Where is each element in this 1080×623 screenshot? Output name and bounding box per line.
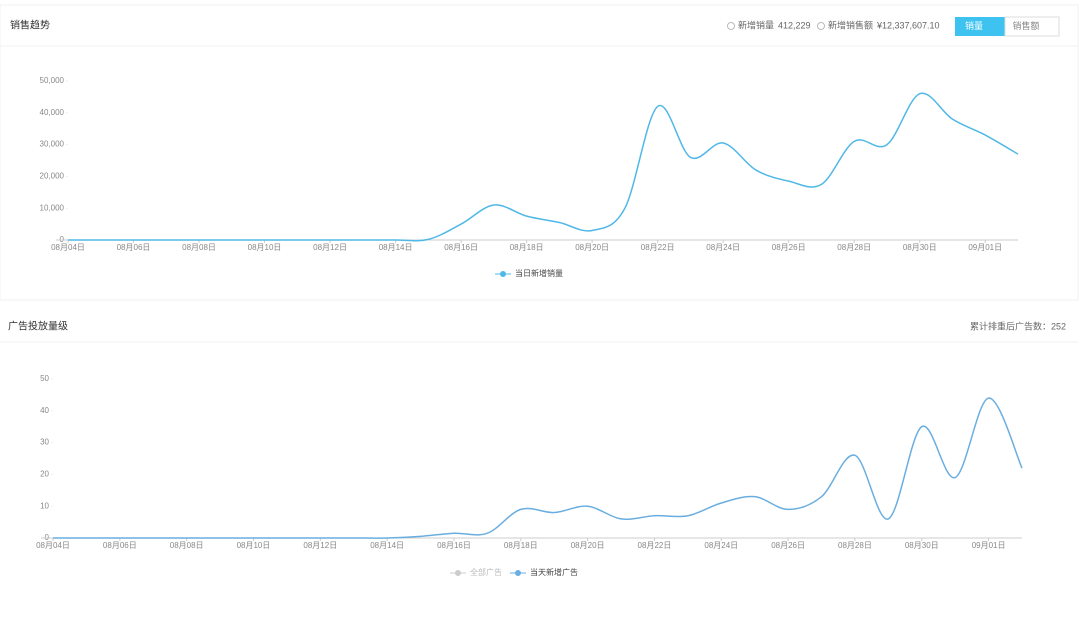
button-label[interactable]: 销量: [965, 20, 983, 31]
y-tick-label: 10: [40, 501, 49, 510]
x-tick-label: 08月30日: [903, 243, 937, 252]
panel: [0, 4, 1079, 301]
icon: [817, 22, 825, 30]
x-tick-label: 08月04日: [36, 541, 70, 550]
x-tick-label: 08月24日: [704, 541, 738, 550]
legend-label[interactable]: 当天新增广告: [530, 567, 578, 577]
y-tick-label: 40: [40, 406, 49, 415]
stat-label: 新增销售额: [828, 19, 873, 30]
x-tick-label: 08月14日: [370, 541, 404, 550]
x-tick-label: 08月12日: [313, 243, 347, 252]
line: [53, 397, 1023, 539]
legend-label[interactable]: 当日新增销量: [515, 268, 563, 278]
x-tick-label: 08月26日: [772, 243, 806, 252]
x-tick-label: 08月12日: [303, 541, 337, 550]
x-tick-label: 08月10日: [237, 541, 271, 550]
stat-value: 412,229: [778, 20, 811, 30]
y-tick-label: 30: [40, 438, 49, 447]
legend-label[interactable]: 全部广告: [470, 567, 502, 577]
y-tick-label: 20: [40, 470, 49, 479]
x-tick-label: 08月14日: [379, 243, 413, 252]
x-tick-label: 08月24日: [706, 243, 740, 252]
x-tick-label: 08月06日: [117, 243, 151, 252]
x-tick-label: 08月28日: [837, 243, 871, 252]
x-tick-label: 08月10日: [248, 243, 282, 252]
y-tick-label: 10,000: [40, 203, 65, 212]
y-tick-label: 30,000: [40, 140, 65, 149]
y-tick-label: 40,000: [40, 108, 65, 117]
x-tick-label: 09月01日: [968, 243, 1002, 252]
legend-swatch: [500, 271, 506, 277]
x-tick-label: 08月20日: [575, 243, 609, 252]
x-tick-label: 08月08日: [170, 541, 204, 550]
y-tick-label: 20,000: [40, 172, 65, 181]
x-tick-label: 08月04日: [51, 243, 85, 252]
x-tick-label: 08月16日: [437, 541, 471, 550]
y-tick-label: 50,000: [40, 76, 65, 85]
panel-note: 累计排重后广告数：252: [970, 320, 1066, 331]
x-tick-label: 08月22日: [641, 243, 675, 252]
x-tick-label: 08月20日: [571, 541, 605, 550]
x-tick-label: 08月18日: [504, 541, 538, 550]
x-tick-label: 08月30日: [905, 541, 939, 550]
x-tick-label: 08月18日: [510, 243, 544, 252]
y-tick-label: 50: [40, 374, 49, 383]
x-tick-label: 08月26日: [771, 541, 805, 550]
stat-label: 新增销量: [738, 19, 774, 30]
line: [68, 92, 1019, 242]
panel-title: 销售趋势: [10, 19, 50, 32]
legend-swatch: [515, 570, 521, 576]
icon: [727, 22, 735, 30]
button[interactable]: [1004, 16, 1060, 37]
panel-title: 广告投放量级: [8, 320, 68, 333]
x-tick-label: 08月16日: [444, 243, 478, 252]
x-tick-label: 09月01日: [972, 541, 1006, 550]
button-active[interactable]: [955, 17, 1005, 36]
legend-swatch: [455, 570, 461, 576]
x-tick-label: 08月22日: [638, 541, 672, 550]
x-tick-label: 08月06日: [103, 541, 137, 550]
stat-value: ¥12,337,607.10: [876, 20, 940, 30]
x-tick-label: 08月28日: [838, 541, 872, 550]
button-label[interactable]: 销售额: [1012, 20, 1039, 31]
x-tick-label: 08月08日: [182, 243, 216, 252]
